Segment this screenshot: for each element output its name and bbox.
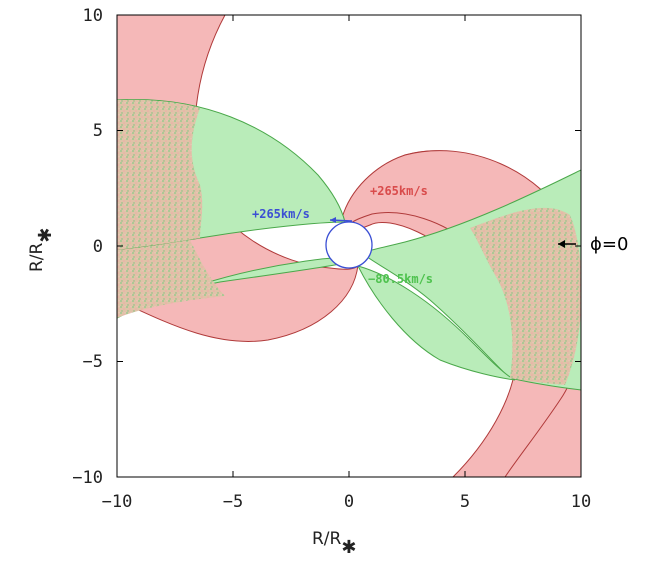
blue-velocity-arrow: [329, 217, 353, 223]
x-tick-label: −5: [223, 492, 243, 512]
x-tick-labels: −10 −5 0 5 10: [102, 492, 592, 512]
svg-text:R/R✱: R/R✱: [312, 529, 356, 558]
y-axis-title-subscript: ✱: [35, 228, 56, 243]
green-velocity-band: [357, 265, 516, 381]
overlap-region: [117, 240, 225, 318]
x-tick-label: 10: [571, 492, 591, 512]
star-circle: [325, 221, 373, 269]
phi-zero-label: ϕ=0: [590, 234, 628, 255]
blue-velocity-label: +265km/s: [252, 207, 310, 221]
y-tick-label: 0: [93, 237, 103, 257]
y-tick-label: 10: [83, 6, 103, 26]
x-tick-label: 5: [460, 492, 470, 512]
y-tick-labels: 10 5 0 −5 −10: [72, 6, 103, 488]
x-tick-label: −10: [102, 492, 133, 512]
green-velocity-label: −80.5km/s: [368, 272, 433, 286]
plot-content: [117, 15, 581, 477]
y-axis-title-text: R/R: [27, 242, 47, 272]
x-tick-label: 0: [344, 492, 354, 512]
overlap-region: [117, 99, 203, 250]
phi-zero-arrow: [558, 240, 576, 248]
axis-ticks: [116, 14, 582, 478]
x-axis-title-subscript: ✱: [341, 537, 356, 558]
y-tick-label: 5: [93, 121, 103, 141]
y-axis-title: R/R✱: [27, 228, 56, 272]
x-axis-title: R/R✱: [312, 529, 356, 558]
y-tick-label: −10: [72, 468, 103, 488]
red-velocity-label: +265km/s: [370, 184, 428, 198]
y-tick-label: −5: [83, 352, 103, 372]
overlap-region: [470, 207, 581, 385]
svg-text:R/R✱: R/R✱: [27, 228, 56, 272]
x-axis-title-text: R/R: [312, 529, 342, 549]
